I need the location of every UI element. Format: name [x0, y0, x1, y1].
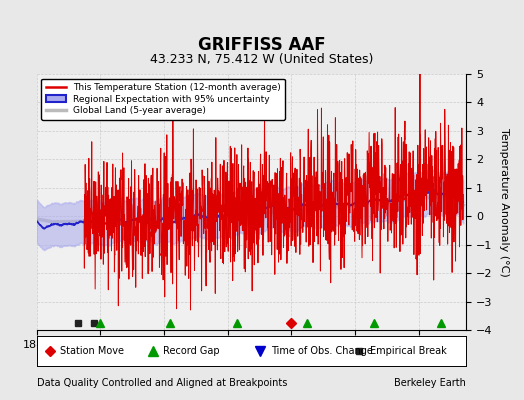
Text: Empirical Break: Empirical Break	[369, 346, 446, 356]
Text: 43.233 N, 75.412 W (United States): 43.233 N, 75.412 W (United States)	[150, 53, 374, 66]
Text: Berkeley Earth: Berkeley Earth	[395, 378, 466, 388]
Y-axis label: Temperature Anomaly (°C): Temperature Anomaly (°C)	[499, 128, 509, 276]
Text: GRIFFISS AAF: GRIFFISS AAF	[198, 36, 326, 54]
Text: Record Gap: Record Gap	[163, 346, 220, 356]
Legend: This Temperature Station (12-month average), Regional Expectation with 95% uncer: This Temperature Station (12-month avera…	[41, 78, 285, 120]
Text: Data Quality Controlled and Aligned at Breakpoints: Data Quality Controlled and Aligned at B…	[37, 378, 287, 388]
Text: Time of Obs. Change: Time of Obs. Change	[271, 346, 373, 356]
Text: Station Move: Station Move	[60, 346, 124, 356]
